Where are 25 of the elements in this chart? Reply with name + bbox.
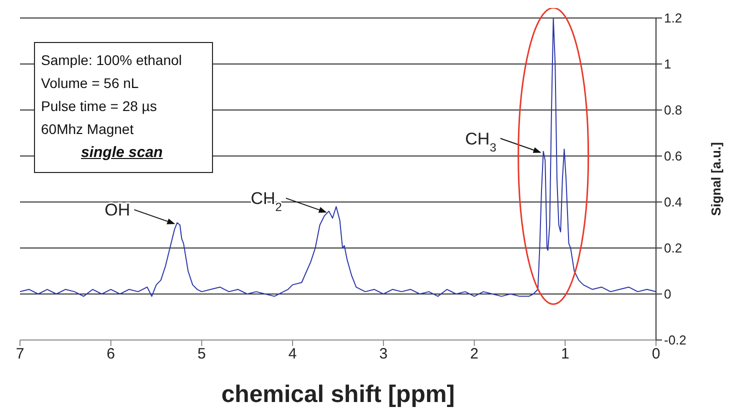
y-axis-title: Signal [a.u.] <box>708 142 724 216</box>
x-tick-label: 1 <box>560 346 570 363</box>
x-tick-label: 7 <box>16 346 24 363</box>
annotation: single scan <box>80 143 164 163</box>
x-tick-label: 6 <box>106 346 116 363</box>
y-tick-label: -0.2 <box>664 332 686 348</box>
annotation: Volume = 56 nL <box>41 74 140 93</box>
y-tick-label: 0.8 <box>664 102 682 118</box>
x-tick-label: 5 <box>198 346 206 363</box>
y-tick-label: 1 <box>664 56 672 72</box>
y-tick-label: 1.2 <box>664 10 682 26</box>
annotation: Pulse time = 28 µs <box>41 97 158 116</box>
x-axis-title: chemical shift [ppm] <box>221 381 455 408</box>
x-tick-label: 2 <box>470 346 478 363</box>
x-tick-label: 0 <box>652 346 660 363</box>
x-tick-label: 3 <box>379 346 388 363</box>
y-tick-label: 0.4 <box>664 194 682 210</box>
annotation: Sample: 100% ethanol <box>41 51 182 70</box>
annotation: CH$_{3}$ <box>465 129 497 154</box>
y-tick-label: 0.6 <box>664 148 682 164</box>
y-tick-label: 0.2 <box>664 240 682 256</box>
y-tick-label: 0 <box>664 286 672 302</box>
annotation: 60Mhz Magnet <box>41 120 135 139</box>
x-tick-label: 4 <box>288 346 297 363</box>
annotation: OH <box>104 200 130 220</box>
